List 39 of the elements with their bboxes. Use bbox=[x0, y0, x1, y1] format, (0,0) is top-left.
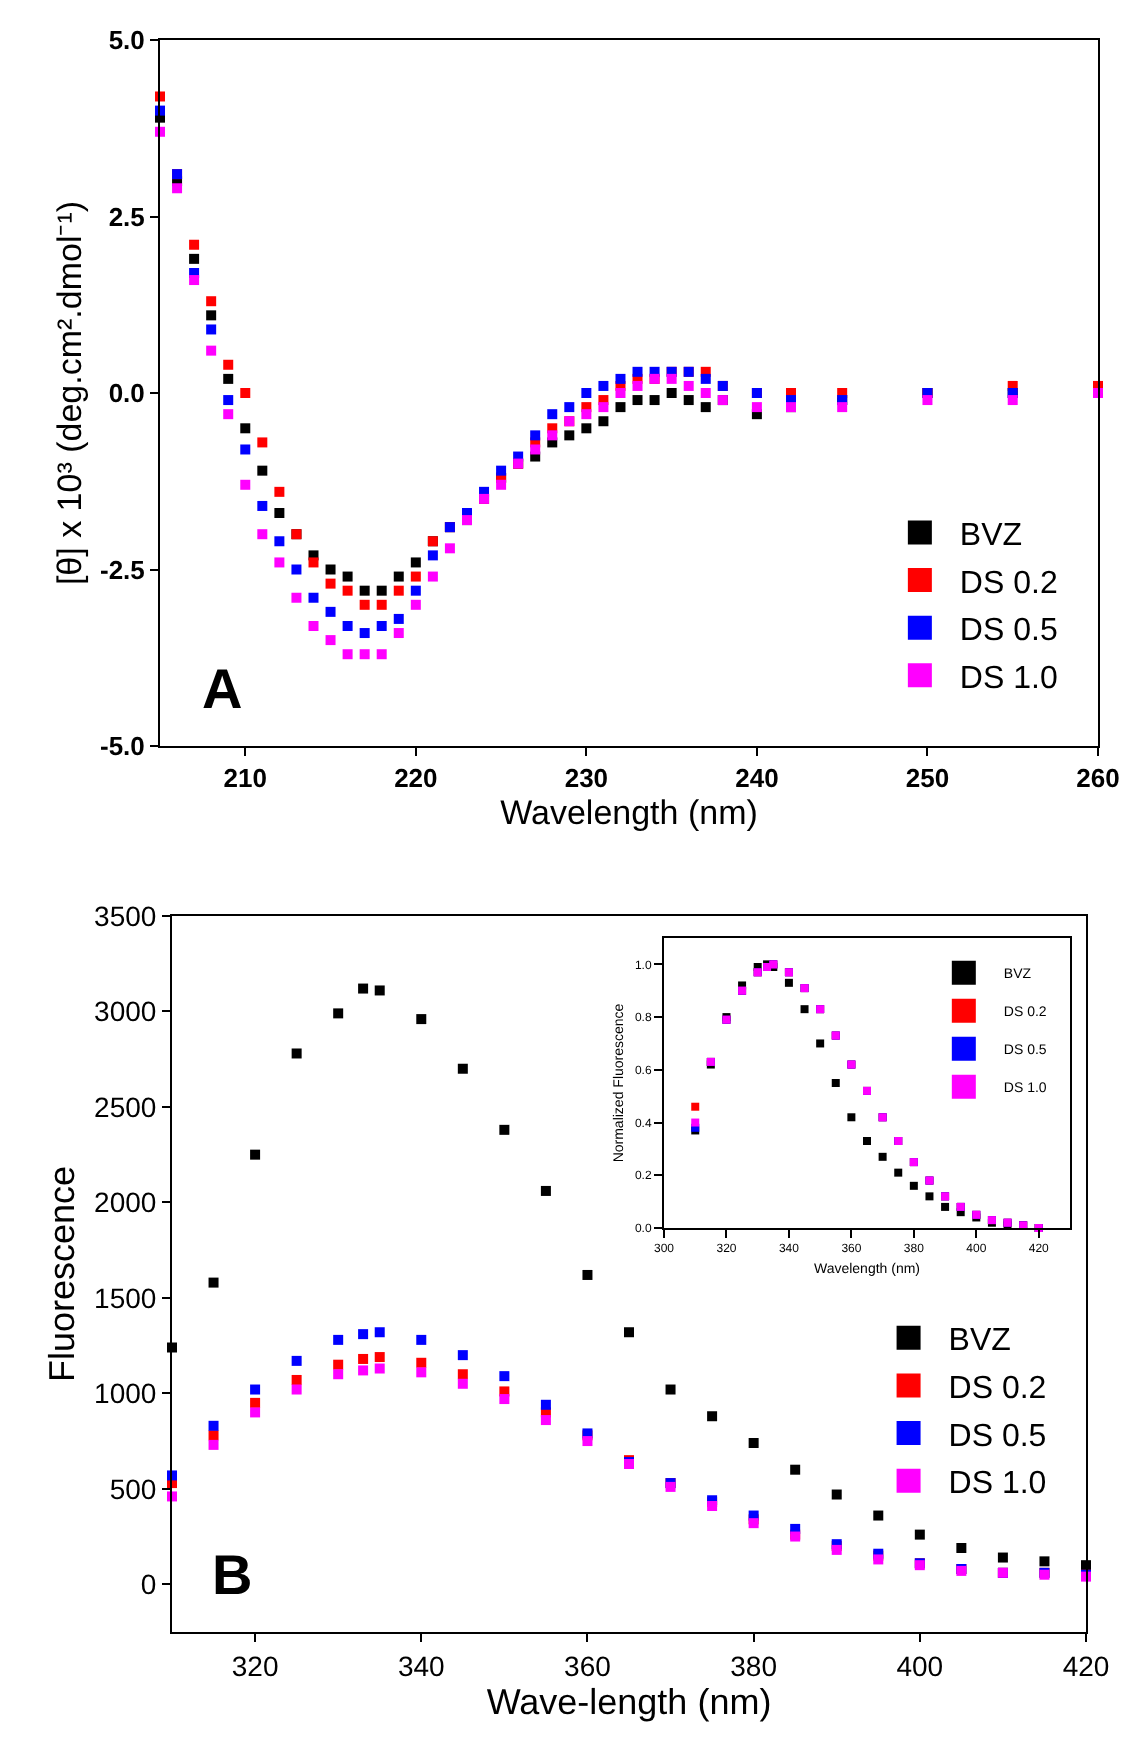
x-tick-label: 250 bbox=[905, 763, 950, 794]
legend-label: DS 1.0 bbox=[948, 1467, 1047, 1502]
annotation: B bbox=[212, 1544, 253, 1606]
y-tick-label: 1500 bbox=[94, 1281, 157, 1314]
legend-label: BVZ bbox=[948, 1324, 1012, 1359]
y-tick-label: -5.0 bbox=[99, 731, 145, 762]
y-tick-label: 5.0 bbox=[108, 25, 145, 56]
y-tick-label: 3000 bbox=[94, 995, 157, 1028]
y-tick-label: 2500 bbox=[94, 1090, 157, 1123]
y-tick-label: 0.0 bbox=[108, 378, 145, 409]
x-tick-label: 320 bbox=[231, 1649, 279, 1682]
x-axis-title: Wavelength (nm) bbox=[500, 794, 758, 832]
legend-label: DS 0.5 bbox=[959, 614, 1058, 649]
y-tick-label: -2.5 bbox=[99, 554, 145, 585]
legend-label: DS 0.2 bbox=[948, 1371, 1047, 1406]
x-tick-label: 220 bbox=[394, 763, 438, 794]
legend-label: DS 0.5 bbox=[948, 1419, 1047, 1454]
y-axis-title: [θ] x 10³ (deg.cm².dmol⁻¹) bbox=[51, 200, 90, 586]
x-tick-label: 420 bbox=[1062, 1649, 1110, 1682]
y-axis-title: Fluorescence bbox=[42, 1165, 83, 1383]
legend-label: BVZ bbox=[959, 518, 1023, 553]
x-tick-label: 400 bbox=[896, 1649, 944, 1682]
y-tick-label: 2.5 bbox=[108, 201, 145, 232]
x-tick-label: 230 bbox=[564, 763, 609, 794]
y-tick-label: 0 bbox=[140, 1568, 157, 1601]
legend-label: DS 1.0 bbox=[959, 661, 1058, 696]
x-tick-label: 360 bbox=[564, 1649, 612, 1682]
y-tick-label: 2000 bbox=[94, 1186, 157, 1219]
x-tick-label: 380 bbox=[730, 1649, 778, 1682]
x-tick-label: 210 bbox=[223, 763, 267, 794]
annotation: A bbox=[202, 658, 243, 720]
legend-label: DS 0.2 bbox=[959, 566, 1058, 601]
y-tick-label: 1000 bbox=[94, 1377, 157, 1410]
y-tick-label: 3500 bbox=[94, 899, 157, 932]
y-tick-label: 500 bbox=[109, 1472, 157, 1505]
x-tick-label: 260 bbox=[1076, 763, 1120, 794]
x-tick-label: 340 bbox=[397, 1649, 446, 1682]
x-axis-title: Wave-length (nm) bbox=[486, 1681, 772, 1722]
x-tick-label: 240 bbox=[735, 763, 779, 794]
